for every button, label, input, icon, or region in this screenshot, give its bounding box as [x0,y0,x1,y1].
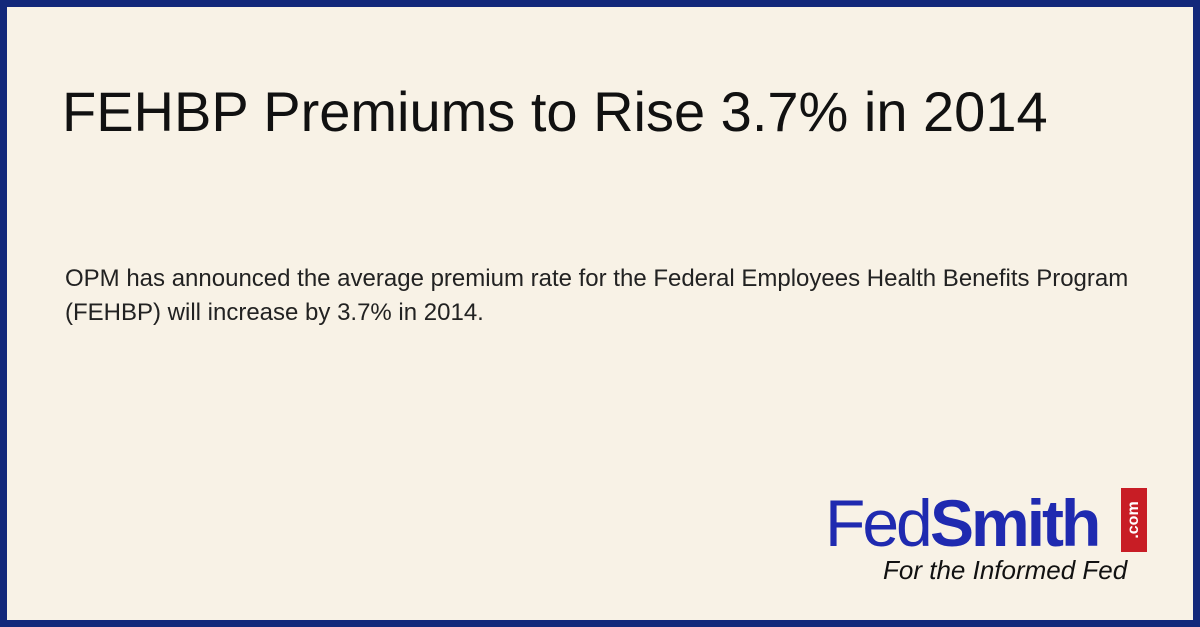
logo-com-box: .com [1121,488,1147,552]
logo-tagline: For the Informed Fed [883,555,1128,585]
logo-com: .com [1125,501,1142,539]
logo-smith: Smith [930,486,1101,560]
logo-fed: Fed [825,486,933,560]
summary: OPM has announced the average premium ra… [65,265,1129,326]
logo: Fed Smith .com For the Informed Fed [825,485,1155,595]
title: FEHBP Premiums to Rise 3.7% in 2014 [62,80,1048,143]
